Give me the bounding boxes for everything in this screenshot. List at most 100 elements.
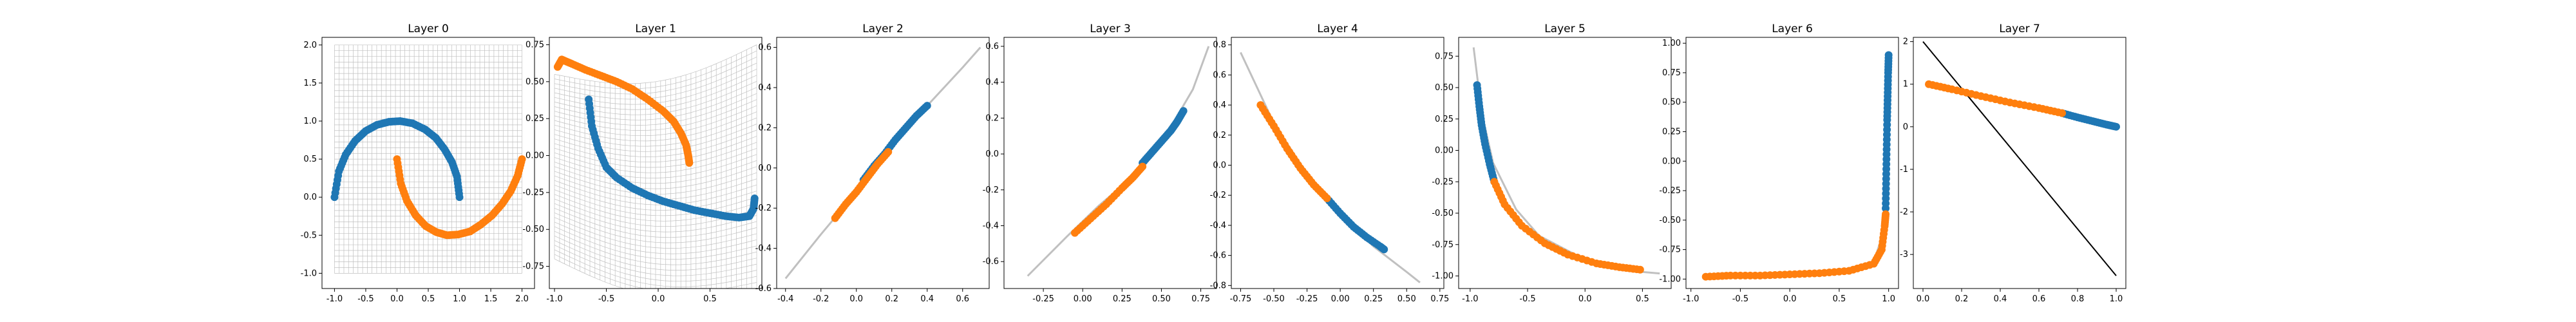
y-tick-label: 0.0: [985, 149, 999, 159]
data-point: [923, 102, 931, 110]
y-tick-label: -0.25: [522, 188, 544, 198]
subplot-6: -1.0 -0.5 0.0 0.5 1.0 -1.00 -0.75 -0.50 -0.25 0.0…: [1659, 23, 1899, 304]
y-tick-label: 0: [1903, 122, 1908, 132]
data-point: [1139, 162, 1147, 171]
x-tick-label: -0.25: [1032, 294, 1054, 304]
y-tick-label: 0.6: [1213, 70, 1226, 80]
data-point: [518, 155, 526, 164]
y-tick-label: -0.75: [1432, 240, 1454, 250]
x-tick-label: -1.0: [546, 294, 562, 304]
subplot-3: -0.25 0.00 0.25 0.50 0.75 -0.6 -0.4 -0.2 0.0 0.2 0…: [983, 23, 1217, 304]
y-tick-label: 1.5: [303, 79, 317, 88]
plot-area: [553, 44, 759, 289]
x-tick-label: -0.5: [1732, 294, 1748, 304]
series-class-1: [1071, 162, 1147, 237]
y-tick-label: 0.00: [1435, 146, 1454, 156]
x-tick-label: 0.4: [920, 294, 934, 304]
y-tick-label: -2: [1900, 207, 1908, 217]
x-tick-label: -0.5: [357, 294, 374, 304]
y-tick-label: -0.6: [755, 284, 772, 294]
y-tick-label: -0.5: [301, 231, 317, 240]
x-tick-label: -0.25: [1296, 294, 1318, 304]
y-tick-label: 0.6: [758, 43, 772, 53]
x-tick-label: 0.00: [1331, 294, 1350, 304]
y-tick-label: 0.25: [1662, 127, 1681, 137]
x-tick-label: -0.2: [813, 294, 829, 304]
grid-mesh: [334, 44, 522, 274]
data-point: [1380, 245, 1388, 254]
x-tick-label: 2.0: [515, 294, 529, 304]
subplot-7: 0.0 0.2 0.4 0.6 0.8 1.0 -3 -2 -1 0 1 2 Layer 7: [1900, 23, 2126, 304]
x-tick-label: 0.0: [1578, 294, 1592, 304]
subplot-title: Layer 4: [1317, 23, 1358, 35]
series-class-0: [585, 95, 759, 222]
x-tick-label: 0.6: [956, 294, 969, 304]
series-class-1: [1925, 80, 2066, 117]
y-tick-label: -0.4: [1210, 221, 1226, 231]
y-tick-label: 0.2: [1213, 131, 1226, 140]
data-point: [455, 193, 464, 202]
decision-boundary: [1922, 41, 2117, 276]
series-class-1: [1256, 101, 1331, 202]
x-tick-label: -1.0: [1683, 294, 1699, 304]
y-tick-label: 1: [1903, 80, 1908, 90]
data-point: [1323, 194, 1331, 202]
series-class-0: [1882, 51, 1893, 213]
data-point: [1884, 51, 1893, 59]
axes-frame: [549, 37, 762, 289]
subplot-0: -1.0 -0.5 0.0 0.5 1.0 1.5 2.0 -1.0 -0.5 0.0 0.5 1.0…: [301, 23, 535, 304]
x-tick-label: 0.00: [1074, 294, 1092, 304]
y-tick-label: -0.2: [755, 204, 772, 213]
x-tick-label: 0.2: [885, 294, 898, 304]
y-tick-label: 0.00: [1662, 156, 1681, 166]
y-tick-label: 0.00: [526, 151, 544, 161]
x-tick-label: 0.0: [652, 294, 665, 304]
manifold-curve: [1472, 47, 1660, 275]
y-tick-label: 0.6: [985, 42, 999, 52]
series-class-1: [553, 55, 694, 167]
y-tick-label: 1.0: [303, 117, 317, 126]
data-point: [2112, 122, 2120, 131]
x-tick-label: -1.0: [1462, 294, 1478, 304]
series-class-1: [1490, 178, 1644, 274]
x-tick-label: 0.5: [703, 294, 717, 304]
data-point: [1636, 265, 1644, 274]
series-class-1: [831, 147, 893, 222]
subplot-title: Layer 6: [1772, 23, 1813, 35]
x-tick-label: -0.50: [1263, 294, 1285, 304]
subplot-title: Layer 1: [635, 23, 676, 35]
y-tick-label: -0.75: [1659, 245, 1681, 255]
y-tick-label: -0.25: [1659, 186, 1681, 196]
subplot-title: Layer 5: [1544, 23, 1586, 35]
y-tick-label: 0.2: [758, 123, 772, 133]
y-tick-label: 0.25: [1435, 115, 1454, 124]
axes-frame: [1685, 37, 1899, 289]
series-class-1: [1701, 210, 1890, 281]
manifold-curve: [1240, 52, 1421, 283]
series-class-1: [393, 155, 526, 240]
subplot-5: -1.0 -0.5 0.0 0.5 -1.00 -0.75 -0.50 -0.25 0.00 0.…: [1432, 23, 1672, 304]
data-point: [884, 147, 893, 156]
y-tick-label: 0.75: [526, 40, 544, 50]
y-tick-label: -0.6: [983, 257, 999, 267]
x-tick-label: 0.8: [2071, 294, 2085, 304]
y-tick-label: 0.75: [1435, 52, 1454, 61]
series-class-0: [330, 117, 464, 202]
x-tick-label: 0.25: [1113, 294, 1132, 304]
subplot-2: -0.4 -0.2 0.0 0.2 0.4 0.6 -0.6 -0.4 -0.2 0.0 0.2 0.…: [755, 23, 990, 304]
subplot-1: -1.0 -0.5 0.0 0.5 -0.75 -0.50 -0.25 0.00 0.25 0.5…: [522, 23, 762, 304]
plot-area: [1922, 41, 2120, 276]
y-tick-label: -0.50: [1432, 209, 1454, 218]
y-tick-label: -0.2: [983, 185, 999, 195]
series-class-0: [1139, 107, 1188, 167]
y-tick-label: 0.75: [1662, 68, 1681, 78]
data-point: [1882, 210, 1890, 218]
manifold-curve: [1027, 46, 1210, 277]
x-tick-label: -0.5: [598, 294, 614, 304]
y-tick-label: 0.4: [758, 83, 772, 93]
y-tick-label: -3: [1900, 250, 1908, 260]
y-tick-label: 2.0: [303, 41, 317, 50]
y-tick-label: -1.00: [1659, 274, 1681, 284]
x-tick-label: 0.2: [1955, 294, 1969, 304]
